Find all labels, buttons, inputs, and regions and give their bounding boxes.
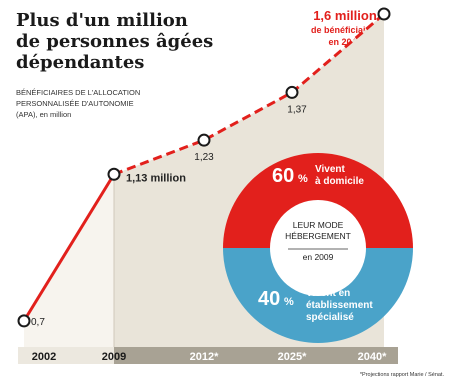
year-band xyxy=(18,347,398,364)
title-line-1: Plus d'un million xyxy=(16,10,188,31)
point-label-2025: 1,37 xyxy=(287,104,307,115)
donut-center-label-2: HÉBERGEMENT xyxy=(285,231,351,241)
segment-domicile-unit: % xyxy=(298,173,308,185)
year-label-2012: 2012* xyxy=(190,351,219,363)
series-line-projected xyxy=(113,12,385,176)
year-label-2009: 2009 xyxy=(102,351,126,363)
year-band-projected xyxy=(114,347,398,364)
donut-center-year: en 2009 xyxy=(303,252,334,262)
donut-chart: LEUR MODE HÉBERGEMENT en 2009 60 % Viven… xyxy=(223,153,413,343)
subtitle-line-1: BÉNÉFICIAIRES DE L'ALLOCATION xyxy=(16,88,140,97)
point-label-2009: 1,13 million xyxy=(126,172,186,184)
data-point-2002 xyxy=(17,314,31,328)
data-point-2025 xyxy=(285,85,299,99)
data-point-2040 xyxy=(377,7,391,21)
series-line xyxy=(22,12,385,322)
subtitle-line-3: (APA), en million xyxy=(16,110,71,119)
segment-domicile-label-1: Vivent xyxy=(315,164,345,175)
segment-etablissement-unit: % xyxy=(284,296,294,308)
segment-etablissement-label-1: Vivent en xyxy=(306,288,350,299)
donut-center-label-1: LEUR MODE xyxy=(293,220,344,230)
point-label-2002: 0,7 xyxy=(31,317,45,328)
subtitle-line-2: PERSONNALISÉE D'AUTONOMIE xyxy=(16,99,134,108)
year-labels: 2002 2009 2012* 2025* 2040* xyxy=(32,351,387,363)
title-line-3: dépendantes xyxy=(16,52,144,73)
point-label-2012: 1,23 xyxy=(194,152,214,163)
segment-etablissement-label-3: spécialisé xyxy=(306,312,354,323)
series-line-observed xyxy=(22,173,116,322)
segment-etablissement-value: 40 xyxy=(258,288,280,310)
segment-etablissement-label-2: établissement xyxy=(306,300,373,311)
data-point-2009 xyxy=(107,167,121,181)
callout-line-2: de bénéficiaires xyxy=(311,25,379,35)
year-label-2040: 2040* xyxy=(358,351,387,363)
callout-line-3: en 2040 xyxy=(328,37,361,47)
title-line-2: de personnes âgées xyxy=(16,31,213,52)
points: 0,7 1,13 million 1,23 1,37 xyxy=(17,7,391,328)
data-point-2012 xyxy=(197,133,211,147)
year-label-2025: 2025* xyxy=(278,351,307,363)
footnote: *Projections rapport Marie / Sénat. xyxy=(360,372,445,378)
segment-domicile-value: 60 xyxy=(272,165,294,187)
donut-center xyxy=(270,200,366,296)
year-band-observed xyxy=(18,347,114,364)
segment-domicile-label-2: à domicile xyxy=(315,176,364,187)
year-label-2002: 2002 xyxy=(32,351,56,363)
callout-line-1: 1,6 million xyxy=(313,8,377,23)
